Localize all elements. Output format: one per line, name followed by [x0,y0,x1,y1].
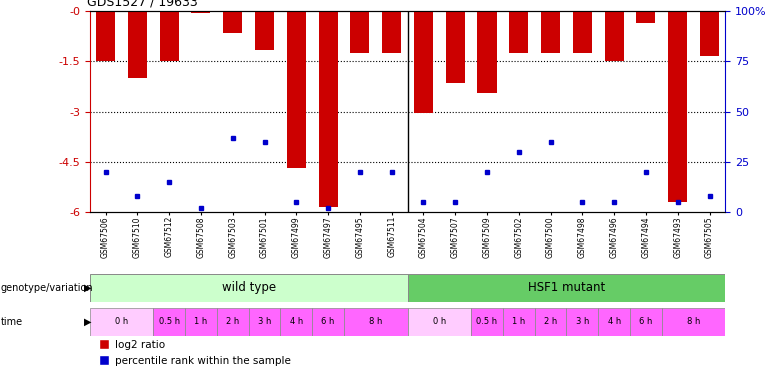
Bar [471,308,503,336]
Text: 4 h: 4 h [289,317,303,326]
Text: time: time [1,316,23,327]
Bar [408,274,725,302]
Bar [90,308,153,336]
Bar [287,11,306,168]
Bar [598,308,630,336]
Bar [566,308,598,336]
Text: 6 h: 6 h [640,317,653,326]
Bar [90,274,407,302]
Text: 0.5 h: 0.5 h [477,317,498,326]
Bar [636,11,655,23]
Bar [408,308,471,336]
Text: 1 h: 1 h [512,317,526,326]
Text: HSF1 mutant: HSF1 mutant [528,281,605,294]
Bar [185,308,217,336]
Text: 1 h: 1 h [194,317,207,326]
Bar [223,11,243,33]
Text: 2 h: 2 h [544,317,557,326]
Text: 3 h: 3 h [258,317,271,326]
Bar [318,11,338,207]
Bar [661,308,725,336]
Text: wild type: wild type [222,281,275,294]
Bar [382,11,401,53]
Bar [281,308,312,336]
Text: genotype/variation: genotype/variation [1,283,94,293]
Text: 3 h: 3 h [576,317,589,326]
Bar [153,308,185,336]
Text: 6 h: 6 h [321,317,335,326]
Bar [477,11,497,93]
Text: 8 h: 8 h [369,317,382,326]
Text: 2 h: 2 h [226,317,239,326]
Text: GDS1527 / 19633: GDS1527 / 19633 [87,0,197,9]
Legend: log2 ratio, percentile rank within the sample: log2 ratio, percentile rank within the s… [95,336,295,370]
Text: ▶: ▶ [84,283,92,293]
Text: 4 h: 4 h [608,317,621,326]
Bar [160,11,179,62]
Bar [509,11,528,53]
Bar [668,11,687,202]
Text: 0 h: 0 h [115,317,128,326]
Bar [503,308,535,336]
Bar [249,308,281,336]
Bar [217,308,249,336]
Bar [541,11,560,53]
Bar [255,11,274,50]
Bar [96,11,115,62]
Text: 0.5 h: 0.5 h [158,317,179,326]
Bar [312,308,344,336]
Text: ▶: ▶ [84,316,92,327]
Bar [414,11,433,113]
Bar [445,11,465,83]
Bar [344,308,407,336]
Text: 8 h: 8 h [687,317,700,326]
Bar [700,11,719,56]
Bar [573,11,592,53]
Bar [604,11,624,62]
Text: 0 h: 0 h [433,317,446,326]
Bar [350,11,370,53]
Bar [535,308,566,336]
Bar [191,11,211,13]
Bar [128,11,147,78]
Bar [630,308,661,336]
